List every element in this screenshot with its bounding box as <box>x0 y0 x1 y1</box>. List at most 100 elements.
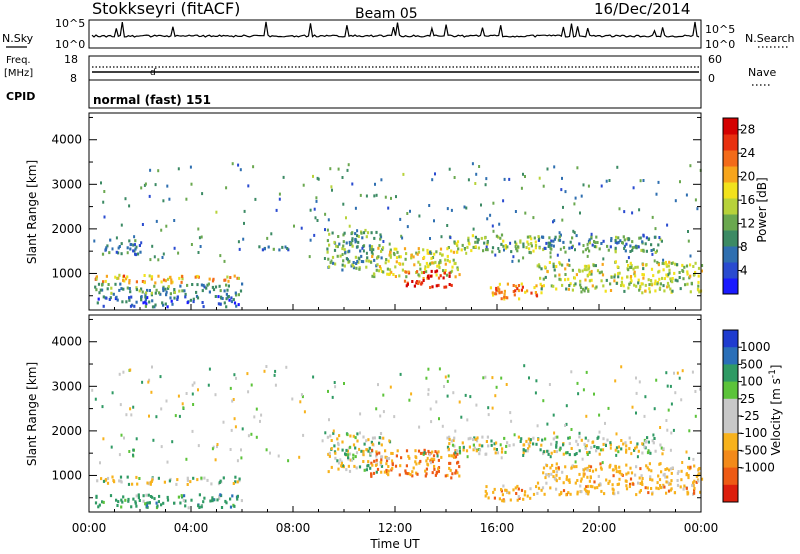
range-gate-cell <box>451 472 454 476</box>
range-gate-cell <box>497 289 500 293</box>
range-gate-cell <box>126 475 129 479</box>
range-gate-cell <box>342 202 345 206</box>
range-gate-cell <box>676 279 679 283</box>
range-gate-cell <box>518 497 521 500</box>
range-gate-cell <box>532 249 535 253</box>
range-gate-cell <box>543 246 546 250</box>
range-gate-cell <box>356 245 359 249</box>
range-gate-cell <box>569 240 572 244</box>
range-gate-cell <box>448 260 451 264</box>
range-gate-cell <box>398 262 401 265</box>
range-gate-cell <box>562 489 566 493</box>
range-gate-cell <box>639 179 642 183</box>
range-gate-cell <box>628 436 631 440</box>
range-gate-cell <box>637 245 640 249</box>
range-gate-cell <box>649 451 652 455</box>
range-gate-cell <box>605 444 607 447</box>
range-gate-cell <box>641 483 644 486</box>
range-gate-cell <box>594 468 598 472</box>
range-gate-cell <box>669 448 672 452</box>
range-gate-cell <box>693 491 696 495</box>
range-gate-cell <box>129 304 133 308</box>
range-gate-cell <box>443 285 446 289</box>
range-gate-cell <box>375 407 378 411</box>
range-gate-cell <box>333 444 336 448</box>
range-gate-cell <box>99 461 101 465</box>
range-gate-cell <box>679 287 682 291</box>
range-gate-cell <box>687 473 690 477</box>
power-panel: 1000 2000 3000 4000 Slant Range [km] <box>25 112 704 311</box>
range-gate-cell <box>642 179 645 182</box>
range-gate-cell <box>380 455 383 459</box>
range-gate-cell <box>452 250 455 254</box>
range-gate-cell <box>565 287 568 291</box>
range-gate-cell <box>571 236 574 240</box>
range-gate-cell <box>314 216 317 220</box>
range-gate-cell <box>352 261 355 264</box>
range-gate-cell <box>354 206 357 210</box>
range-gate-cell <box>142 494 145 498</box>
range-gate-cell <box>484 183 487 187</box>
cpid-strip: CPID normal (fast) 151 <box>6 79 702 109</box>
range-gate-cell <box>572 229 575 233</box>
range-gate-cell <box>394 265 397 269</box>
range-gate-cell <box>439 252 442 256</box>
range-gate-cell <box>223 259 226 263</box>
range-gate-cell <box>526 449 529 453</box>
velocity-colorbar-swatch <box>723 381 738 400</box>
range-gate-cell <box>520 437 523 441</box>
range-gate-cell <box>167 277 170 281</box>
range-gate-cell <box>458 400 461 404</box>
range-gate-cell <box>585 414 588 418</box>
range-gate-cell <box>497 235 500 239</box>
range-gate-cell <box>387 469 390 473</box>
freq-strip: Freq. [MHz] 18 8 60 0 Nave ɗ <box>4 53 776 86</box>
velocity-y-tick-4000: 4000 <box>51 335 82 349</box>
range-gate-cell <box>206 283 209 287</box>
range-gate-cell <box>176 298 179 301</box>
range-gate-cell <box>584 467 587 471</box>
range-gate-cell <box>670 471 673 475</box>
range-gate-cell <box>343 231 346 235</box>
range-gate-cell <box>215 210 218 214</box>
range-gate-cell <box>349 434 352 438</box>
range-gate-cell <box>219 302 222 306</box>
range-gate-cell <box>532 436 535 440</box>
range-gate-cell <box>502 244 505 248</box>
range-gate-cell <box>423 449 426 453</box>
range-gate-cell <box>611 487 614 491</box>
range-gate-cell <box>348 240 351 244</box>
range-gate-cell <box>128 287 131 290</box>
range-gate-cell <box>396 449 399 453</box>
range-gate-cell <box>553 431 556 435</box>
range-gate-cell <box>495 288 498 292</box>
range-gate-cell <box>456 449 459 453</box>
range-gate-cell <box>216 498 219 502</box>
range-gate-cell <box>157 169 160 173</box>
range-gate-cell <box>260 413 263 417</box>
range-gate-cell <box>648 462 651 466</box>
power-scatter <box>93 162 704 309</box>
range-gate-cell <box>126 246 129 250</box>
range-gate-cell <box>514 240 517 244</box>
range-gate-cell <box>486 435 489 439</box>
range-gate-cell <box>694 414 697 418</box>
range-gate-cell <box>237 240 240 244</box>
range-gate-cell <box>122 287 125 291</box>
range-gate-cell <box>700 264 704 267</box>
range-gate-cell <box>594 264 597 268</box>
range-gate-cell <box>370 440 373 444</box>
range-gate-cell <box>633 270 636 274</box>
range-gate-cell <box>522 449 525 453</box>
range-gate-cell <box>500 488 503 491</box>
range-gate-cell <box>579 211 581 215</box>
range-gate-cell <box>442 269 445 273</box>
range-gate-cell <box>426 276 429 280</box>
range-gate-cell <box>403 247 407 251</box>
range-gate-cell <box>450 208 453 212</box>
range-gate-cell <box>620 472 623 476</box>
range-gate-cell <box>147 493 150 497</box>
range-gate-cell <box>382 436 385 440</box>
range-gate-cell <box>106 481 110 485</box>
range-gate-cell <box>472 438 475 442</box>
